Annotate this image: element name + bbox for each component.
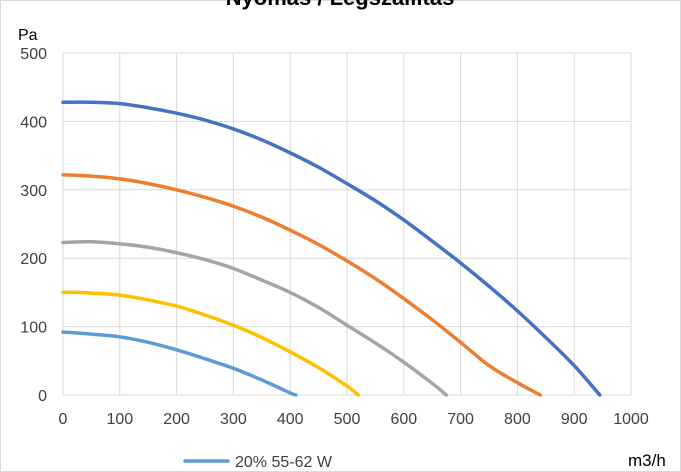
y-tick-label: 400 bbox=[20, 114, 47, 131]
x-tick-label: 900 bbox=[561, 411, 588, 428]
y-tick-label: 100 bbox=[20, 320, 47, 337]
y-axis-label: Pa bbox=[18, 27, 38, 44]
x-tick-label: 0 bbox=[59, 411, 68, 428]
series-line-3 bbox=[61, 239, 449, 397]
chart-title: Nyomás / Légszállítás bbox=[226, 0, 455, 10]
y-tick-label: 200 bbox=[20, 251, 47, 268]
x-tick-label: 700 bbox=[447, 411, 474, 428]
legend: 20% 55-62 W bbox=[183, 454, 333, 471]
x-tick-label: 500 bbox=[334, 411, 361, 428]
y-tick-label: 300 bbox=[20, 183, 47, 200]
series-line-4 bbox=[61, 173, 542, 397]
x-tick-label: 300 bbox=[220, 411, 247, 428]
axis-tick-labels: 0 100 200 300 400 500 600 700 800 900 1000 0 100 200 3… bbox=[20, 46, 649, 428]
series-line-5 bbox=[61, 100, 602, 397]
series-layer bbox=[61, 100, 602, 397]
series-line-1 bbox=[61, 330, 298, 397]
x-tick-label: 200 bbox=[163, 411, 190, 428]
series-line-2 bbox=[61, 290, 361, 397]
x-tick-label: 1000 bbox=[613, 411, 649, 428]
x-tick-label: 800 bbox=[504, 411, 531, 428]
y-tick-label: 0 bbox=[38, 388, 47, 405]
x-tick-label: 400 bbox=[277, 411, 304, 428]
x-tick-label: 600 bbox=[390, 411, 417, 428]
x-tick-label: 100 bbox=[106, 411, 133, 428]
legend-label-series-1: 20% 55-62 W bbox=[235, 454, 333, 471]
x-axis-label: m3/h bbox=[628, 451, 666, 470]
y-tick-label: 500 bbox=[20, 46, 47, 63]
